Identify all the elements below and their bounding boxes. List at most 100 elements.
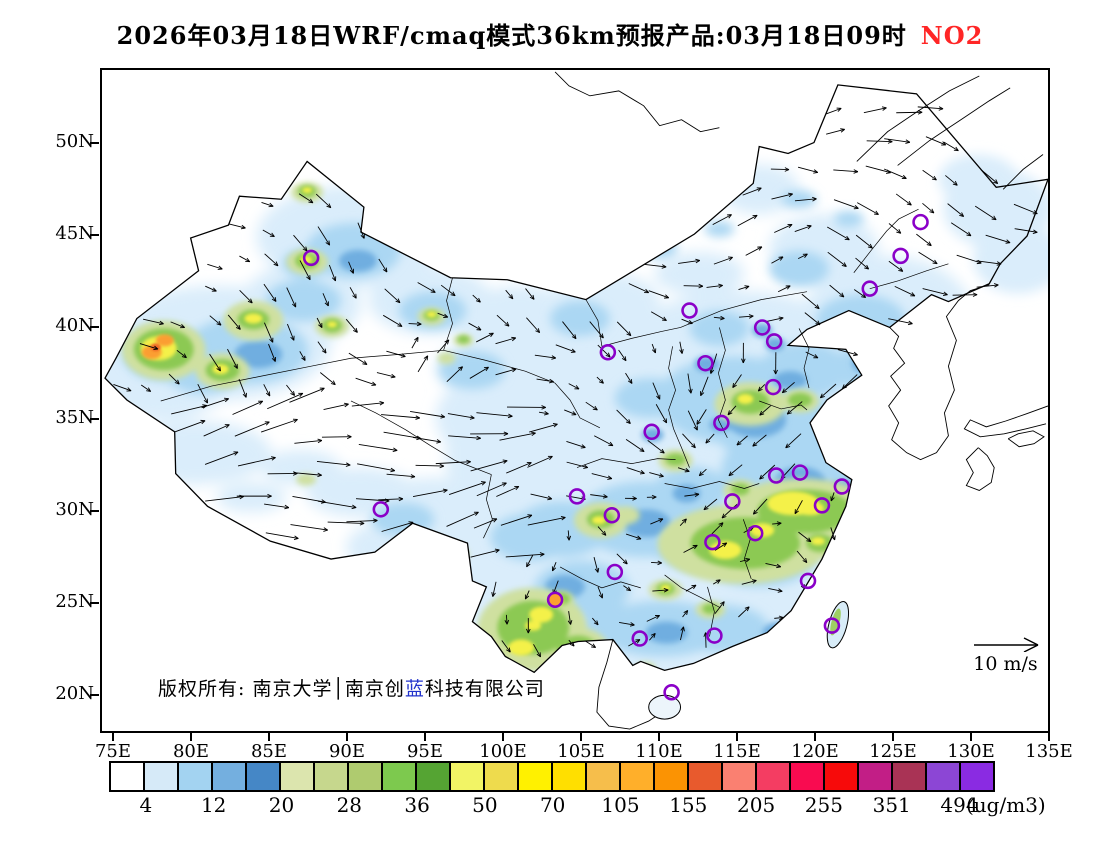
lat-label-40N: 40N <box>55 315 94 336</box>
lon-tick <box>268 733 270 741</box>
lon-tick <box>1048 733 1050 741</box>
colorbar-tick-70: 70 <box>539 793 566 817</box>
lon-label-80E: 80E <box>172 741 210 762</box>
city-marker <box>912 213 929 231</box>
colorbar-cell-2 <box>179 763 213 790</box>
colorbar-cell-18 <box>723 763 757 790</box>
lon-tick <box>892 733 894 741</box>
colorbar-cell-15 <box>621 763 655 790</box>
lon-tick <box>112 733 114 741</box>
lon-tick <box>736 733 738 741</box>
colorbar-tick-351: 351 <box>872 793 911 817</box>
colorbar-cell-23 <box>893 763 927 790</box>
city-marker <box>713 414 730 432</box>
city-marker <box>697 354 714 372</box>
city-marker <box>372 501 390 518</box>
lat-tick <box>90 142 99 144</box>
colorbar-cell-16 <box>655 763 689 790</box>
city-marker <box>663 683 680 701</box>
copyright-part1: 版权所有: 南京大学│南京创 <box>158 678 405 700</box>
colorbar-cell-1 <box>145 763 179 790</box>
wind-vectors <box>113 106 1038 658</box>
city-marker <box>765 333 783 350</box>
colorbar-tick-205: 205 <box>737 793 776 817</box>
china-no2-map <box>104 71 1048 730</box>
city-marker <box>704 533 721 551</box>
colorbar-tick-4: 4 <box>139 793 153 817</box>
colorbar-tick-155: 155 <box>669 793 708 817</box>
city-marker <box>861 280 879 297</box>
colorbar-cell-6 <box>315 763 349 790</box>
city-marker-hotspot <box>546 591 564 609</box>
city-marker <box>568 488 586 505</box>
city-marker <box>892 247 909 265</box>
lon-label-125E: 125E <box>869 741 917 762</box>
colorbar-tick-36: 36 <box>404 793 430 817</box>
lon-label-90E: 90E <box>328 741 366 762</box>
lon-label-85E: 85E <box>250 741 288 762</box>
colorbar-tick-50: 50 <box>472 793 498 817</box>
city-marker <box>746 524 764 542</box>
colorbar-cell-12 <box>519 763 553 790</box>
city-marker <box>833 478 851 495</box>
city-marker <box>631 630 648 647</box>
lat-label-30N: 30N <box>55 499 94 520</box>
page-title: 2026年03月18日WRF/cmaq模式36km预报产品:03月18日09时 N… <box>0 16 1100 51</box>
province-borders <box>160 208 949 637</box>
lat-tick <box>90 510 99 512</box>
city-marker <box>599 344 617 361</box>
colorbar-unit: (ug/m3) <box>966 793 1046 817</box>
colorbar-cell-3 <box>213 763 247 790</box>
colorbar-cell-22 <box>859 763 893 790</box>
colorbar-cell-19 <box>757 763 791 790</box>
city-marker <box>764 378 782 396</box>
colorbar-cell-5 <box>281 763 315 790</box>
colorbar-tick-20: 20 <box>268 793 295 817</box>
colorbar-tick-12: 12 <box>200 793 227 817</box>
lon-tick <box>580 733 582 741</box>
city-marker <box>791 464 809 481</box>
city-marker <box>724 493 741 510</box>
colorbar-tick-494: 494 <box>940 793 979 817</box>
colorbar-cell-25 <box>961 763 993 790</box>
colorbar-cell-10 <box>451 763 485 790</box>
colorbar-cell-14 <box>587 763 621 790</box>
lon-tick <box>658 733 660 741</box>
city-marker <box>706 627 723 644</box>
lon-label-95E: 95E <box>406 741 444 762</box>
lon-tick <box>814 733 816 741</box>
lat-tick <box>90 234 99 236</box>
lat-tick <box>90 602 99 604</box>
pollutant-label: NO2 <box>920 21 984 50</box>
lon-tick <box>502 733 504 741</box>
colorbar-cell-0 <box>111 763 145 790</box>
no2-fill-layer-1 <box>938 154 1048 294</box>
city-marker <box>643 423 660 441</box>
colorbar <box>109 761 995 792</box>
lon-tick <box>424 733 426 741</box>
wind-scale-label: 10 m/s <box>973 653 1038 675</box>
lon-label-120E: 120E <box>791 741 839 762</box>
city-marker <box>767 467 785 484</box>
colorbar-cell-7 <box>349 763 383 790</box>
lat-tick <box>90 418 99 420</box>
colorbar-cell-20 <box>791 763 825 790</box>
lat-tick <box>90 326 99 328</box>
colorbar-cell-8 <box>383 763 417 790</box>
city-marker <box>753 319 771 336</box>
city-marker <box>302 249 320 267</box>
city-marker <box>603 507 621 524</box>
colorbar-cell-21 <box>825 763 859 790</box>
colorbar-cell-11 <box>485 763 519 790</box>
city-markers <box>302 213 929 701</box>
colorbar-tick-255: 255 <box>804 793 843 817</box>
copyright-part2: 科技有限公司 <box>424 678 545 700</box>
wind-scale-arrow <box>974 637 1039 652</box>
china-outline <box>104 84 1048 674</box>
lon-tick <box>970 733 972 741</box>
title-text: 2026年03月18日WRF/cmaq模式36km预报产品:03月18日09时 <box>116 21 907 50</box>
lon-label-115E: 115E <box>713 741 761 762</box>
lon-tick <box>346 733 348 741</box>
city-marker <box>606 563 624 581</box>
